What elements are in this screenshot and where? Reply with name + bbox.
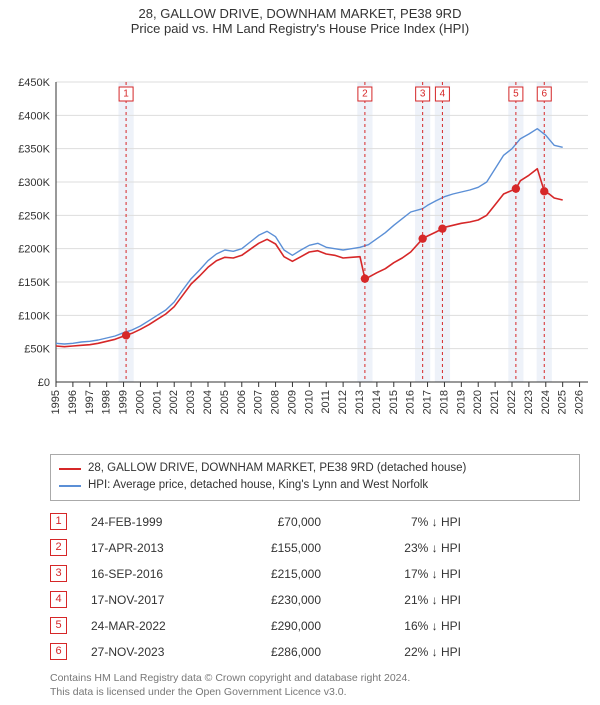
- svg-text:2024: 2024: [540, 390, 552, 414]
- svg-text:1997: 1997: [84, 390, 96, 414]
- svg-text:2020: 2020: [472, 390, 484, 414]
- transaction-hpi: 17% ↓ HPI: [351, 567, 461, 581]
- svg-text:2011: 2011: [320, 390, 332, 414]
- svg-text:1: 1: [123, 89, 129, 100]
- svg-text:£400K: £400K: [18, 110, 50, 122]
- svg-text:2002: 2002: [168, 390, 180, 414]
- svg-text:1996: 1996: [67, 390, 79, 414]
- transaction-date: 16-SEP-2016: [91, 567, 221, 581]
- svg-text:2008: 2008: [270, 390, 282, 414]
- transaction-price: £290,000: [221, 619, 351, 633]
- legend-row-property: 28, GALLOW DRIVE, DOWNHAM MARKET, PE38 9…: [59, 460, 571, 477]
- transaction-price: £215,000: [221, 567, 351, 581]
- chart-title-line2: Price paid vs. HM Land Registry's House …: [0, 21, 600, 36]
- svg-text:2014: 2014: [371, 390, 383, 414]
- svg-text:2023: 2023: [523, 390, 535, 414]
- legend: 28, GALLOW DRIVE, DOWNHAM MARKET, PE38 9…: [50, 454, 580, 501]
- transaction-hpi: 16% ↓ HPI: [351, 619, 461, 633]
- attribution-footer: Contains HM Land Registry data © Crown c…: [50, 671, 580, 699]
- svg-text:6: 6: [541, 89, 547, 100]
- svg-text:£300K: £300K: [18, 177, 50, 189]
- transaction-row: 5 24-MAR-2022£290,00016% ↓ HPI: [50, 613, 580, 639]
- svg-text:2001: 2001: [151, 390, 163, 414]
- transaction-date: 24-FEB-1999: [91, 515, 221, 529]
- transaction-date: 27-NOV-2023: [91, 645, 221, 659]
- transaction-marker: 1: [50, 513, 67, 530]
- legend-swatch-property: [59, 468, 81, 470]
- svg-text:2015: 2015: [388, 390, 400, 414]
- svg-text:2022: 2022: [506, 390, 518, 414]
- transaction-hpi: 22% ↓ HPI: [351, 645, 461, 659]
- svg-text:2004: 2004: [202, 390, 214, 414]
- svg-text:2013: 2013: [354, 390, 366, 414]
- svg-text:2018: 2018: [438, 390, 450, 414]
- svg-text:£250K: £250K: [18, 210, 50, 222]
- svg-text:2012: 2012: [337, 390, 349, 414]
- svg-text:2021: 2021: [489, 390, 501, 414]
- svg-text:4: 4: [440, 89, 446, 100]
- svg-text:2019: 2019: [455, 390, 467, 414]
- transaction-row: 3 16-SEP-2016£215,00017% ↓ HPI: [50, 561, 580, 587]
- transaction-marker: 2: [50, 539, 67, 556]
- transactions-table: 124-FEB-1999£70,0007% ↓ HPI217-APR-2013£…: [50, 509, 580, 665]
- chart-area: £0 £50K £100K £150K £200K £250K £300K £350K £400…: [0, 38, 600, 448]
- transaction-marker: 3: [50, 565, 67, 582]
- svg-text:2009: 2009: [286, 390, 298, 414]
- footer-line1: Contains HM Land Registry data © Crown c…: [50, 671, 580, 685]
- transaction-marker: 4: [50, 591, 67, 608]
- svg-text:2017: 2017: [422, 390, 434, 414]
- transaction-row: 1 24-FEB-1999£70,0007% ↓ HPI: [50, 509, 580, 535]
- svg-text:2007: 2007: [253, 390, 265, 414]
- svg-text:2006: 2006: [236, 390, 248, 414]
- svg-text:2026: 2026: [574, 390, 586, 414]
- svg-text:£450K: £450K: [18, 77, 50, 89]
- svg-text:2016: 2016: [405, 390, 417, 414]
- svg-text:1998: 1998: [101, 390, 113, 414]
- transaction-date: 24-MAR-2022: [91, 619, 221, 633]
- transaction-hpi: 23% ↓ HPI: [351, 541, 461, 555]
- svg-text:£0: £0: [38, 377, 50, 389]
- svg-text:2000: 2000: [134, 390, 146, 414]
- transaction-row: 2 17-APR-2013£155,00023% ↓ HPI: [50, 535, 580, 561]
- chart-title-line1: 28, GALLOW DRIVE, DOWNHAM MARKET, PE38 9…: [0, 6, 600, 21]
- transaction-price: £230,000: [221, 593, 351, 607]
- footer-line2: This data is licensed under the Open Gov…: [50, 685, 580, 699]
- svg-text:3: 3: [420, 89, 426, 100]
- svg-text:2010: 2010: [303, 390, 315, 414]
- svg-text:£50K: £50K: [24, 344, 50, 356]
- transaction-price: £155,000: [221, 541, 351, 555]
- svg-text:£350K: £350K: [18, 144, 50, 156]
- legend-label-property: 28, GALLOW DRIVE, DOWNHAM MARKET, PE38 9…: [88, 460, 466, 477]
- transaction-row: 6 27-NOV-2023£286,00022% ↓ HPI: [50, 639, 580, 665]
- transaction-row: 4 17-NOV-2017£230,00021% ↓ HPI: [50, 587, 580, 613]
- transaction-date: 17-NOV-2017: [91, 593, 221, 607]
- svg-text:£150K: £150K: [18, 277, 50, 289]
- chart-svg: £0 £50K £100K £150K £200K £250K £300K £350K £400…: [0, 38, 600, 448]
- legend-swatch-hpi: [59, 485, 81, 487]
- page-root: 28, GALLOW DRIVE, DOWNHAM MARKET, PE38 9…: [0, 0, 600, 699]
- svg-text:1999: 1999: [118, 390, 130, 414]
- svg-text:£100K: £100K: [18, 310, 50, 322]
- svg-text:2005: 2005: [219, 390, 231, 414]
- transaction-marker: 5: [50, 617, 67, 634]
- svg-text:£200K: £200K: [18, 244, 50, 256]
- transaction-price: £70,000: [221, 515, 351, 529]
- svg-text:2025: 2025: [557, 390, 569, 414]
- svg-text:2: 2: [362, 89, 368, 100]
- transaction-marker: 6: [50, 643, 67, 660]
- svg-text:5: 5: [513, 89, 519, 100]
- svg-text:2003: 2003: [185, 390, 197, 414]
- chart-title-block: 28, GALLOW DRIVE, DOWNHAM MARKET, PE38 9…: [0, 0, 600, 38]
- legend-row-hpi: HPI: Average price, detached house, King…: [59, 477, 571, 494]
- legend-label-hpi: HPI: Average price, detached house, King…: [88, 477, 428, 494]
- transaction-price: £286,000: [221, 645, 351, 659]
- transaction-date: 17-APR-2013: [91, 541, 221, 555]
- transaction-hpi: 7% ↓ HPI: [351, 515, 461, 529]
- transaction-hpi: 21% ↓ HPI: [351, 593, 461, 607]
- svg-text:1995: 1995: [50, 390, 62, 414]
